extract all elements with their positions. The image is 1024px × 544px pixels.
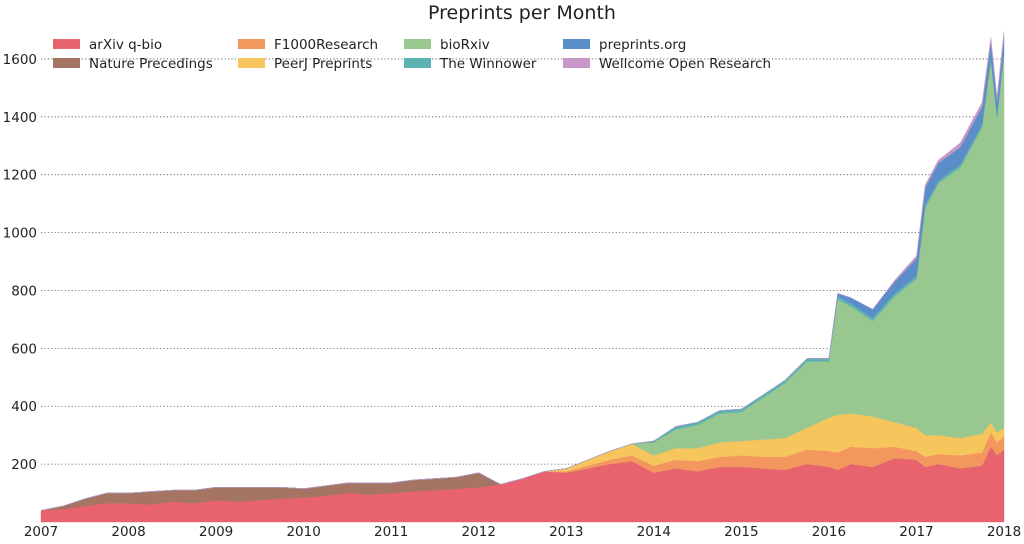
- y-tick-label: 600: [11, 341, 37, 357]
- x-tick-label: 2007: [24, 524, 58, 540]
- y-tick-label: 400: [11, 399, 37, 415]
- x-tick-label: 2012: [462, 524, 496, 540]
- x-tick-label: 2013: [549, 524, 583, 540]
- legend-swatch: [53, 58, 80, 68]
- legend-swatch: [404, 39, 431, 49]
- legend-label: preprints.org: [599, 37, 686, 53]
- y-tick-label: 1600: [3, 52, 37, 68]
- legend-swatch: [563, 39, 590, 49]
- legend-label: The Winnower: [439, 56, 537, 72]
- y-tick-label: 800: [11, 283, 37, 299]
- legend-swatch: [404, 58, 431, 68]
- legend-label: Nature Precedings: [89, 56, 213, 72]
- x-tick-label: 2010: [286, 524, 320, 540]
- legend-label: bioRxiv: [440, 37, 490, 53]
- x-tick-label: 2018: [987, 524, 1021, 540]
- y-tick-label: 200: [11, 457, 37, 473]
- y-tick-label: 1400: [3, 110, 37, 126]
- legend-label: PeerJ Preprints: [274, 56, 372, 72]
- legend-swatch: [563, 58, 590, 68]
- legend-label: arXiv q-bio: [89, 37, 162, 53]
- legend-swatch: [238, 39, 265, 49]
- legend-swatch: [238, 58, 265, 68]
- x-tick-label: 2008: [111, 524, 145, 540]
- x-tick-label: 2009: [199, 524, 233, 540]
- legend-swatch: [53, 39, 80, 49]
- area-series-7: [40, 31, 1005, 511]
- y-tick-label: 1000: [3, 226, 37, 242]
- legend-label: F1000Research: [274, 37, 378, 53]
- x-tick-label: 2017: [899, 524, 933, 540]
- x-tick-label: 2011: [374, 524, 408, 540]
- legend-label: Wellcome Open Research: [599, 56, 771, 72]
- x-tick-label: 2014: [637, 524, 671, 540]
- x-tick-label: 2016: [812, 524, 846, 540]
- y-tick-label: 1200: [3, 168, 37, 184]
- chart-title: Preprints per Month: [428, 2, 616, 24]
- x-tick-label: 2015: [724, 524, 758, 540]
